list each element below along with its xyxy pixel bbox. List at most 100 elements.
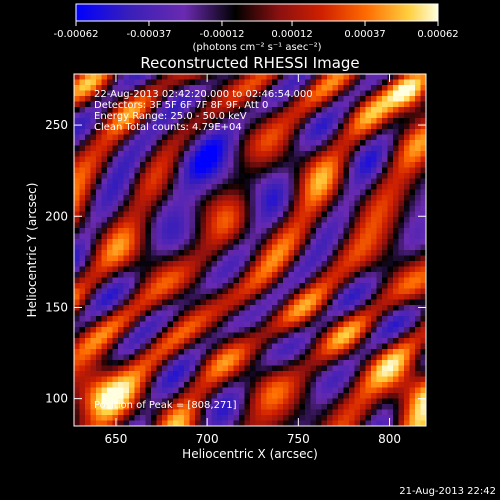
heatmap-cell xyxy=(305,173,312,180)
heatmap-cell xyxy=(266,250,273,257)
heatmap-cell xyxy=(167,134,174,141)
heatmap-cell xyxy=(217,398,224,405)
heatmap-cell xyxy=(409,189,416,196)
heatmap-cell xyxy=(266,79,273,86)
heatmap-cell xyxy=(261,162,268,169)
heatmap-cell xyxy=(134,85,141,92)
heatmap-cell xyxy=(189,404,196,411)
heatmap-cell xyxy=(244,178,251,185)
heatmap-cell xyxy=(90,393,97,400)
heatmap-cell xyxy=(211,189,218,196)
heatmap-cell xyxy=(376,239,383,246)
heatmap-cell xyxy=(305,189,312,196)
heatmap-cell xyxy=(261,420,268,426)
heatmap-cell xyxy=(332,162,339,169)
heatmap-cell xyxy=(85,327,92,334)
heatmap-cell xyxy=(382,294,389,301)
heatmap-cell xyxy=(283,189,290,196)
heatmap-cell xyxy=(250,349,257,356)
heatmap-cell xyxy=(382,217,389,224)
heatmap-cell xyxy=(140,90,147,97)
heatmap-cell xyxy=(277,112,284,119)
heatmap-cell xyxy=(393,420,400,426)
heatmap-cell xyxy=(343,321,350,328)
heatmap-cell xyxy=(349,371,356,378)
heatmap-cell xyxy=(371,222,378,229)
heatmap-cell xyxy=(398,151,405,158)
heatmap-cell xyxy=(349,228,356,235)
heatmap-cell xyxy=(222,184,229,191)
heatmap-cell xyxy=(79,316,86,323)
heatmap-cell xyxy=(162,140,169,147)
heatmap-cell xyxy=(156,173,163,180)
heatmap-cell xyxy=(90,343,97,350)
heatmap-cell xyxy=(305,261,312,268)
heatmap-cell xyxy=(398,321,405,328)
heatmap-cell xyxy=(233,321,240,328)
heatmap-cell xyxy=(118,404,125,411)
heatmap-cell xyxy=(349,173,356,180)
heatmap-cell xyxy=(184,156,191,163)
heatmap-cell xyxy=(288,151,295,158)
heatmap-cell xyxy=(288,277,295,284)
heatmap-cell xyxy=(145,96,152,103)
heatmap-cell xyxy=(85,85,92,92)
heatmap-cell xyxy=(382,145,389,152)
heatmap-cell xyxy=(112,244,119,251)
heatmap-cell xyxy=(206,338,213,345)
heatmap-cell xyxy=(283,239,290,246)
heatmap-cell xyxy=(420,244,426,251)
heatmap-cell xyxy=(294,101,301,108)
heatmap-cell xyxy=(371,244,378,251)
heatmap-cell xyxy=(195,404,202,411)
heatmap-cell xyxy=(112,376,119,383)
heatmap-cell xyxy=(316,277,323,284)
heatmap-cell xyxy=(189,206,196,213)
heatmap-cell xyxy=(420,151,426,158)
heatmap-cell xyxy=(349,134,356,141)
heatmap-cell xyxy=(239,288,246,295)
heatmap-cell xyxy=(123,74,130,81)
heatmap-cell xyxy=(228,316,235,323)
heatmap-cell xyxy=(316,233,323,240)
heatmap-cell xyxy=(167,101,174,108)
heatmap-cell xyxy=(376,349,383,356)
heatmap-cell xyxy=(360,332,367,339)
heatmap-cell xyxy=(250,206,257,213)
heatmap-cell xyxy=(415,365,422,372)
heatmap-cell xyxy=(349,250,356,257)
heatmap-cell xyxy=(228,299,235,306)
heatmap-cell xyxy=(360,118,367,125)
heatmap-cell xyxy=(420,420,426,426)
heatmap-cell xyxy=(255,343,262,350)
heatmap-cell xyxy=(305,420,312,426)
heatmap-cell xyxy=(79,123,86,130)
heatmap-cell xyxy=(283,184,290,191)
heatmap-cell xyxy=(167,173,174,180)
heatmap-cell xyxy=(184,327,191,334)
heatmap-cell xyxy=(151,134,158,141)
heatmap-cell xyxy=(222,327,229,334)
heatmap-cell xyxy=(244,189,251,196)
heatmap-cell xyxy=(404,305,411,312)
heatmap-cell xyxy=(178,261,185,268)
heatmap-cell xyxy=(200,404,207,411)
heatmap-cell xyxy=(387,277,394,284)
heatmap-cell xyxy=(101,305,108,312)
heatmap-cell xyxy=(200,332,207,339)
heatmap-cell xyxy=(404,415,411,422)
heatmap-cell xyxy=(195,387,202,394)
heatmap-cell xyxy=(167,85,174,92)
heatmap-cell xyxy=(178,398,185,405)
heatmap-cell xyxy=(184,354,191,361)
heatmap-cell xyxy=(211,79,218,86)
heatmap-cell xyxy=(387,250,394,257)
heatmap-cell xyxy=(189,349,196,356)
heatmap-cell xyxy=(250,222,257,229)
heatmap-cell xyxy=(228,178,235,185)
heatmap-cell xyxy=(79,79,86,86)
heatmap-cell xyxy=(134,206,141,213)
heatmap-cell xyxy=(283,217,290,224)
heatmap-cell xyxy=(294,129,301,136)
heatmap-cell xyxy=(382,261,389,268)
